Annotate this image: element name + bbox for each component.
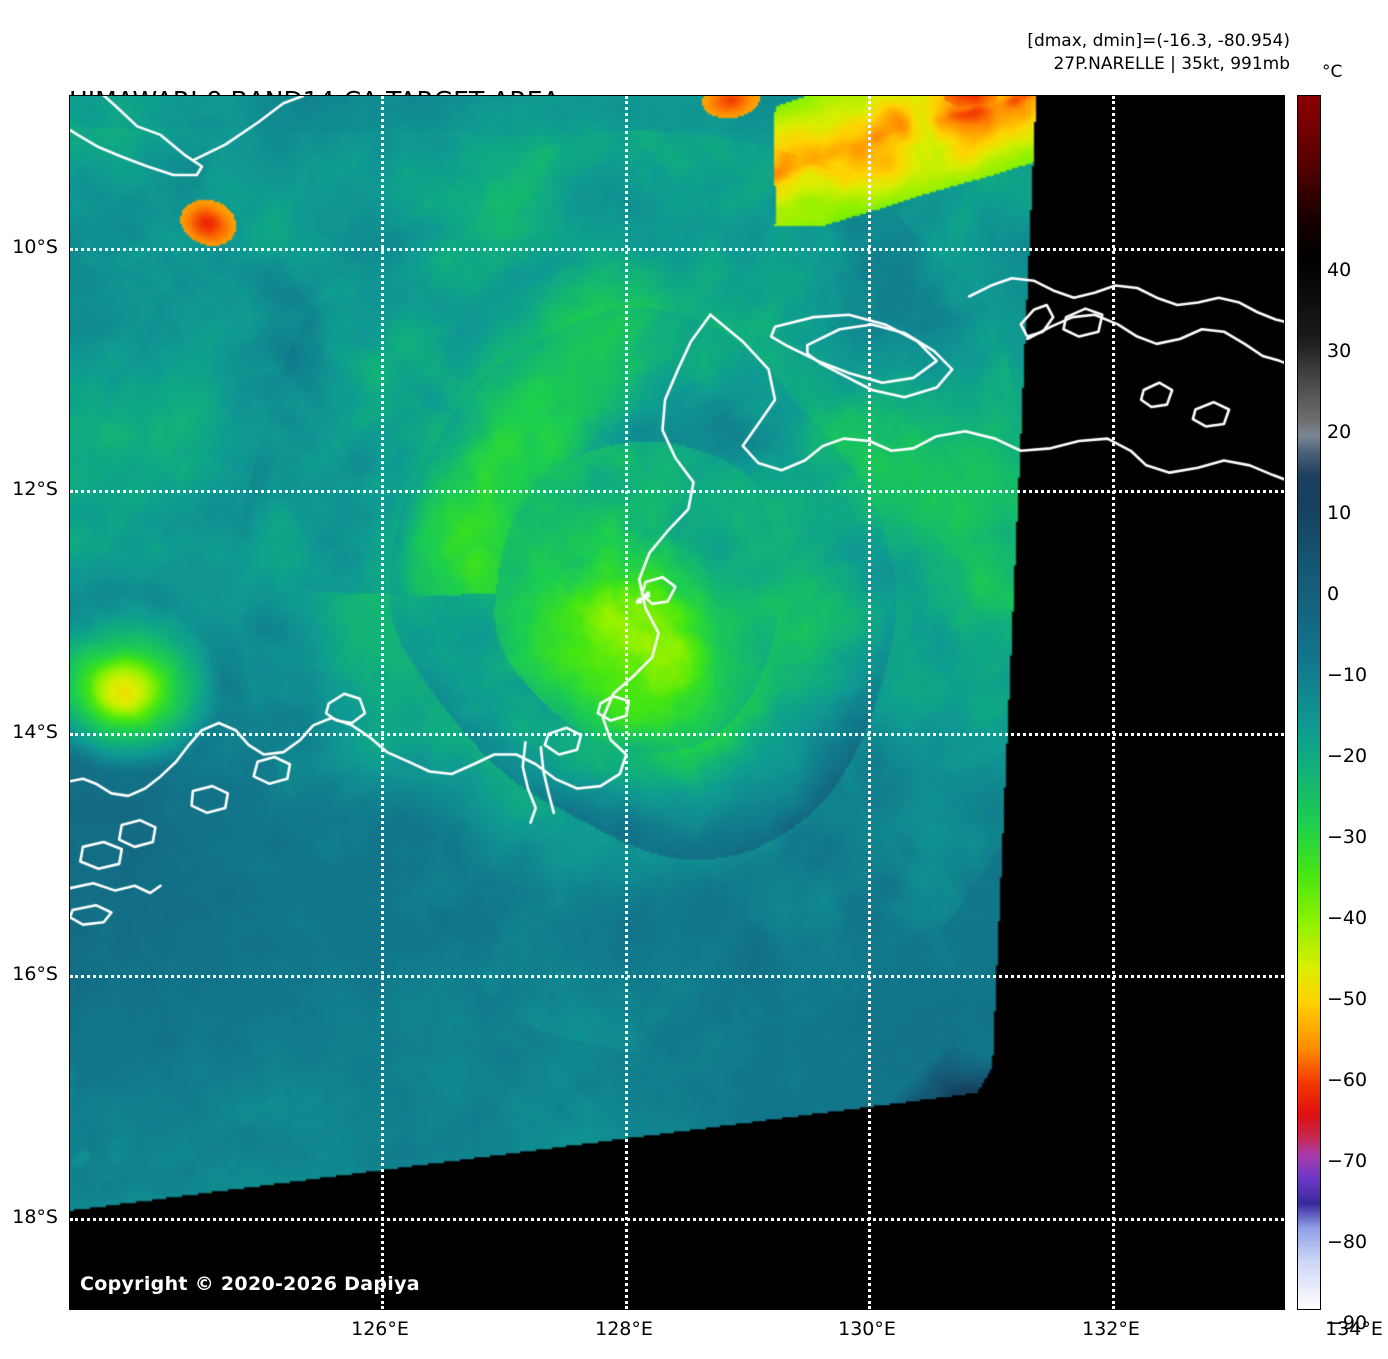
data-minmax-label: [dmax, dmin]=(-16.3, -80.954)	[1027, 31, 1290, 51]
colorbar-tick-7: −30	[1327, 826, 1368, 848]
colorbar-tick-13: −90	[1327, 1312, 1368, 1334]
colorbar-tick-0: 40	[1327, 259, 1352, 281]
colorbar-tick-9: −50	[1327, 988, 1368, 1010]
x-axis-tick-3: 132°E	[1082, 1318, 1140, 1340]
colorbar-gradient	[1297, 95, 1321, 1310]
storm-info-label: 27P.NARELLE | 35kt, 991mb	[1053, 54, 1290, 74]
colorbar-tick-11: −70	[1327, 1150, 1368, 1172]
colorbar-tick-8: −40	[1327, 907, 1368, 929]
satellite-image-plot: Copyright © 2020-2026 Dapiya	[69, 95, 1285, 1310]
y-axis-tick-1: 12°S	[12, 478, 58, 500]
colorbar-tick-2: 20	[1327, 421, 1352, 443]
header-metadata-block: [dmax, dmin]=(-16.3, -80.954) 27P.NARELL…	[1027, 30, 1290, 76]
colorbar-tick-1: 30	[1327, 340, 1352, 362]
colorbar-tick-10: −60	[1327, 1069, 1368, 1091]
y-axis-tick-4: 18°S	[12, 1206, 58, 1228]
colorbar-unit-label: °C	[1322, 62, 1343, 82]
x-axis-tick-4: 134°E	[1325, 1318, 1383, 1340]
colorbar-tick-5: −10	[1327, 664, 1368, 686]
x-axis-tick-2: 130°E	[838, 1318, 896, 1340]
colorbar-tick-6: −20	[1327, 745, 1368, 767]
x-axis-tick-1: 128°E	[595, 1318, 653, 1340]
colorbar-tick-12: −80	[1327, 1231, 1368, 1253]
coastline-overlay-canvas	[70, 96, 1284, 1309]
copyright-label: Copyright © 2020-2026 Dapiya	[80, 1273, 420, 1295]
colorbar-tick-4: 0	[1327, 583, 1340, 605]
colorbar: 40 30 20 10 0 −10 −20 −30 −40 −50 −60 −70 −80 −90	[1297, 95, 1367, 1334]
x-axis-tick-0: 126°E	[351, 1318, 409, 1340]
y-axis-tick-2: 14°S	[12, 721, 58, 743]
y-axis-tick-3: 16°S	[12, 963, 58, 985]
colorbar-tick-3: 10	[1327, 502, 1352, 524]
y-axis-tick-0: 10°S	[12, 236, 58, 258]
